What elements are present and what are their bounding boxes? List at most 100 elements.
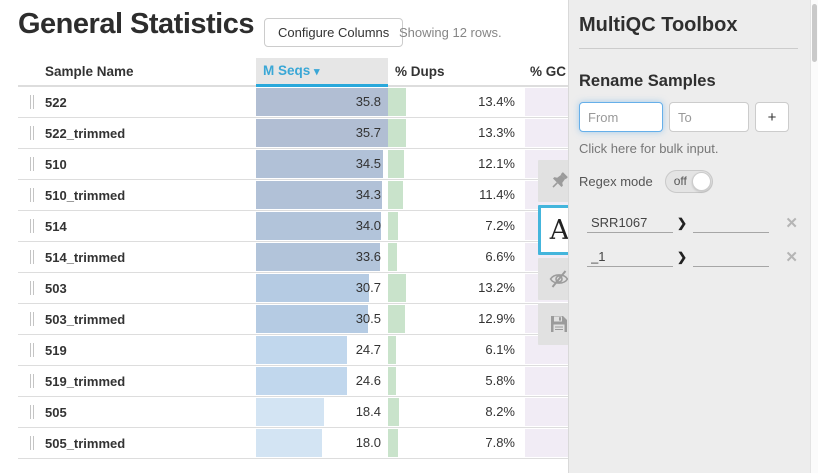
scrollbar-track[interactable] — [810, 0, 818, 473]
drag-handle-icon[interactable] — [30, 312, 34, 326]
sample-name-cell[interactable]: 505_trimmed — [18, 428, 256, 458]
mseqs-value: 30.5 — [355, 311, 381, 326]
sample-name: 510 — [45, 156, 67, 172]
mseqs-value: 18.4 — [355, 404, 381, 419]
mseqs-value: 34.5 — [355, 156, 381, 171]
close-icon: ✕ — [785, 214, 798, 232]
dups-bar — [388, 181, 404, 209]
sample-name-cell[interactable]: 519 — [18, 335, 256, 365]
add-rename-button[interactable]: + — [755, 102, 789, 132]
drag-handle-icon[interactable] — [30, 343, 34, 357]
multiqc-toolbox-sidebar: MultiQC Toolbox Rename Samples + Click h… — [568, 0, 810, 473]
regex-toggle-state: off — [673, 174, 687, 188]
sample-name: 514 — [45, 218, 67, 234]
sample-name-cell[interactable]: 510 — [18, 149, 256, 179]
sample-name: 522 — [45, 94, 67, 110]
dups-cell: 11.4% — [388, 180, 522, 210]
drag-handle-icon[interactable] — [30, 126, 34, 140]
mseqs-bar — [256, 119, 388, 147]
rename-to-input[interactable] — [669, 102, 749, 132]
dups-cell: 13.4% — [388, 87, 522, 117]
toolbox-title: MultiQC Toolbox — [579, 14, 738, 36]
mseqs-cell: 24.6 — [256, 366, 388, 396]
sample-name-cell[interactable]: 514_trimmed — [18, 242, 256, 272]
letter-a-icon: A — [549, 214, 570, 246]
drag-handle-icon[interactable] — [30, 188, 34, 202]
mseqs-bar — [256, 274, 370, 302]
configure-columns-button[interactable]: Configure Columns — [264, 18, 404, 47]
sample-name: 505 — [45, 404, 67, 420]
sample-name-cell[interactable]: 522 — [18, 87, 256, 117]
rows-count-text: Showing 12 rows. — [399, 25, 502, 40]
bulk-input-link[interactable]: Click here for bulk input. — [579, 141, 719, 156]
dups-cell: 5.8% — [388, 366, 522, 396]
sample-name: 503_trimmed — [45, 311, 126, 327]
mseqs-bar — [256, 181, 383, 209]
regex-mode-row: Regex mode off — [579, 170, 798, 193]
drag-handle-icon[interactable] — [30, 95, 34, 109]
mseqs-bar — [256, 429, 323, 457]
rename-from-input[interactable] — [579, 102, 663, 132]
mseqs-value: 35.7 — [355, 125, 381, 140]
dups-value: 6.6% — [485, 249, 515, 264]
dups-bar — [388, 150, 405, 178]
remove-pattern-button[interactable]: ✕ — [785, 250, 798, 265]
drag-handle-icon[interactable] — [30, 157, 34, 171]
mseqs-bar — [256, 88, 388, 116]
mseqs-bar — [256, 336, 348, 364]
dups-cell: 13.2% — [388, 273, 522, 303]
pattern-to-input[interactable] — [693, 213, 770, 233]
pin-icon — [548, 170, 570, 192]
pattern-to-input[interactable] — [693, 247, 770, 267]
mseqs-cell: 18.4 — [256, 397, 388, 427]
mseqs-value: 18.0 — [355, 435, 381, 450]
sample-name: 510_trimmed — [45, 187, 126, 203]
sample-name: 505_trimmed — [45, 435, 126, 451]
column-header-dups[interactable]: % Dups — [388, 58, 522, 87]
regex-mode-label: Regex mode — [579, 174, 653, 189]
dups-value: 13.4% — [478, 94, 515, 109]
drag-handle-icon[interactable] — [30, 436, 34, 450]
sample-name-cell[interactable]: 510_trimmed — [18, 180, 256, 210]
sample-name-cell[interactable]: 505 — [18, 397, 256, 427]
dups-bar — [388, 398, 399, 426]
dups-value: 5.8% — [485, 373, 515, 388]
sample-name-cell[interactable]: 519_trimmed — [18, 366, 256, 396]
pattern-from-input[interactable] — [587, 213, 673, 233]
column-header-mseqs-sorted[interactable]: M Seqs ▾ — [256, 58, 388, 87]
column-header-sample-name[interactable]: Sample Name — [18, 58, 256, 87]
dups-bar — [388, 367, 396, 395]
regex-toggle[interactable]: off — [664, 170, 713, 193]
mseqs-bar — [256, 367, 347, 395]
mseqs-bar — [256, 243, 380, 271]
dups-value: 11.4% — [479, 187, 515, 202]
mseqs-value: 34.0 — [355, 218, 381, 233]
dups-cell: 7.8% — [388, 428, 522, 458]
pattern-from-input[interactable] — [587, 247, 673, 267]
scrollbar-thumb[interactable] — [812, 4, 817, 62]
remove-pattern-button[interactable]: ✕ — [785, 216, 798, 231]
dups-value: 7.8% — [485, 435, 515, 450]
drag-handle-icon[interactable] — [30, 250, 34, 264]
dups-cell: 13.3% — [388, 118, 522, 148]
drag-handle-icon[interactable] — [30, 219, 34, 233]
drag-handle-icon[interactable] — [30, 405, 34, 419]
drag-handle-icon[interactable] — [30, 374, 34, 388]
column-header-mseqs-label: M Seqs — [263, 63, 311, 78]
sample-name-cell[interactable]: 514 — [18, 211, 256, 241]
sample-name: 514_trimmed — [45, 249, 126, 265]
dups-cell: 8.2% — [388, 397, 522, 427]
mseqs-bar — [256, 305, 369, 333]
sample-name-cell[interactable]: 503_trimmed — [18, 304, 256, 334]
dups-value: 8.2% — [485, 404, 515, 419]
close-icon: ✕ — [785, 248, 798, 266]
sample-name-cell[interactable]: 503 — [18, 273, 256, 303]
mseqs-value: 33.6 — [355, 249, 381, 264]
drag-handle-icon[interactable] — [30, 281, 34, 295]
dups-bar — [388, 429, 399, 457]
chevron-right-icon: ❯ — [677, 250, 688, 264]
mseqs-cell: 34.0 — [256, 211, 388, 241]
dups-cell: 6.6% — [388, 242, 522, 272]
regex-toggle-knob-icon — [691, 172, 711, 191]
sample-name-cell[interactable]: 522_trimmed — [18, 118, 256, 148]
